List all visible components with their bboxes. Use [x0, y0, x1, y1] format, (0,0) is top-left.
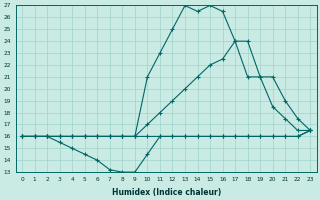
X-axis label: Humidex (Indice chaleur): Humidex (Indice chaleur) — [112, 188, 221, 197]
